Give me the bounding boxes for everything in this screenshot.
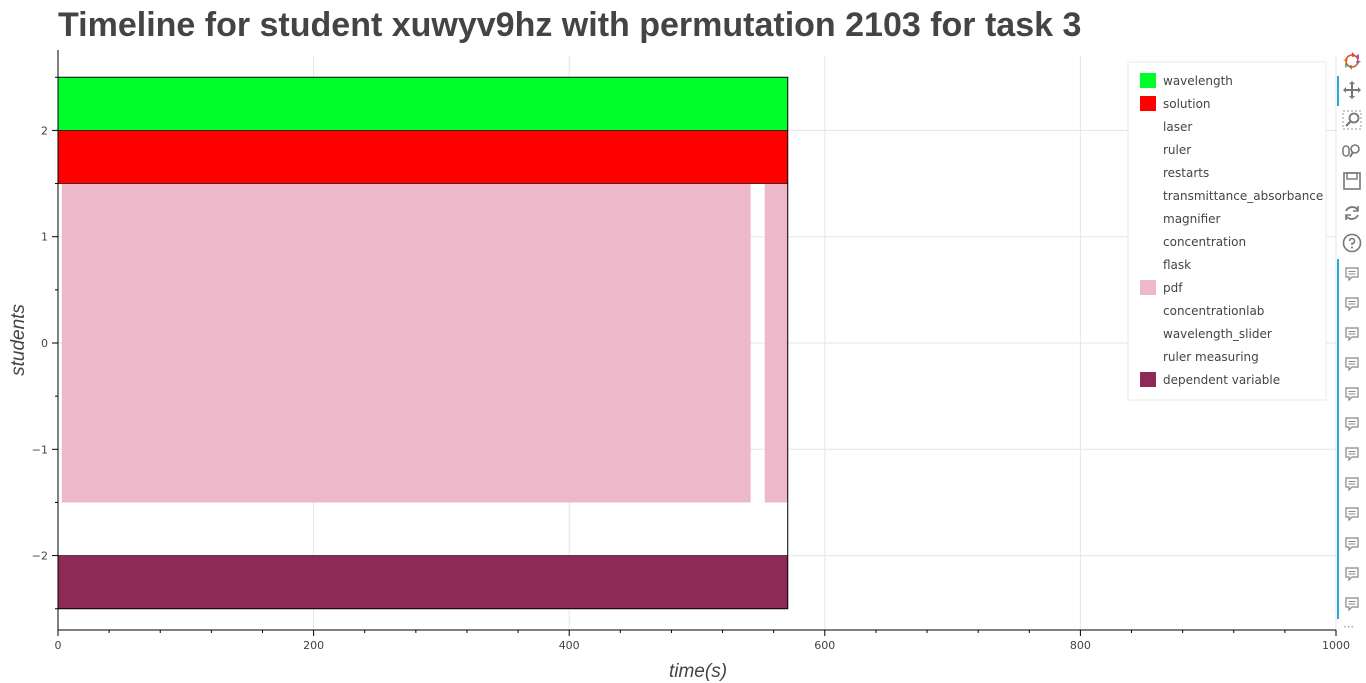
hover-tool-icon[interactable] bbox=[1343, 355, 1361, 373]
y-tick-label: 0 bbox=[41, 337, 48, 350]
legend-item[interactable]: transmittance_absorbance bbox=[1163, 189, 1323, 203]
legend-item[interactable]: wavelength_slider bbox=[1163, 327, 1272, 341]
pan-icon[interactable] bbox=[1341, 79, 1363, 101]
y-tick-label: 2 bbox=[41, 124, 48, 137]
x-tick-label: 200 bbox=[303, 639, 324, 652]
legend-item[interactable]: concentration bbox=[1163, 235, 1246, 249]
legend-swatch bbox=[1140, 165, 1156, 180]
legend-item[interactable]: flask bbox=[1163, 258, 1191, 272]
bar-pdf bbox=[61, 183, 751, 503]
hover-tool-icon[interactable] bbox=[1343, 535, 1361, 553]
save-icon[interactable] bbox=[1341, 170, 1363, 192]
legend-box bbox=[1127, 61, 1327, 401]
bar-solution bbox=[58, 130, 788, 184]
legend-swatch bbox=[1140, 211, 1156, 226]
legend-swatch bbox=[1140, 188, 1156, 203]
legend-swatch bbox=[1140, 349, 1156, 364]
active-tool-indicator bbox=[1337, 76, 1339, 106]
toolbar: ⋯ bbox=[1337, 48, 1366, 638]
legend-item[interactable]: ruler bbox=[1163, 143, 1191, 157]
legend-item[interactable]: pdf bbox=[1163, 281, 1183, 295]
legend-swatch bbox=[1140, 326, 1156, 341]
legend-swatch bbox=[1140, 96, 1156, 111]
reset-icon[interactable] bbox=[1341, 202, 1363, 224]
x-tick-label: 1000 bbox=[1322, 639, 1350, 652]
y-tick-label: −2 bbox=[32, 550, 48, 563]
hover-tool-icon[interactable] bbox=[1343, 265, 1361, 283]
active-tool-indicator bbox=[1337, 259, 1339, 619]
legend-swatch bbox=[1140, 372, 1156, 387]
axes: 0 200 400 600 800 1000 −2 −1 0 1 2 bbox=[32, 50, 1350, 652]
y-tick-label: −1 bbox=[32, 443, 48, 456]
x-tick-label: 0 bbox=[55, 639, 62, 652]
legend-swatch bbox=[1140, 73, 1156, 88]
bars bbox=[57, 76, 789, 610]
legend-item[interactable]: concentrationlab bbox=[1163, 304, 1264, 318]
x-tick-label: 800 bbox=[1070, 639, 1091, 652]
more-tools-icon[interactable]: ⋯ bbox=[1343, 620, 1354, 633]
legend-item[interactable]: restarts bbox=[1163, 166, 1209, 180]
box-zoom-icon[interactable] bbox=[1341, 109, 1363, 131]
hover-tool-icon[interactable] bbox=[1343, 445, 1361, 463]
bokeh-logo-icon[interactable] bbox=[1341, 50, 1363, 72]
legend-item[interactable]: solution bbox=[1163, 97, 1211, 111]
legend-swatch bbox=[1140, 257, 1156, 272]
legend-item[interactable]: wavelength bbox=[1163, 74, 1233, 88]
hover-tool-icon[interactable] bbox=[1343, 415, 1361, 433]
hover-tool-icon[interactable] bbox=[1343, 565, 1361, 583]
legend-swatch bbox=[1140, 280, 1156, 295]
legend-swatch bbox=[1140, 119, 1156, 134]
legend-swatch bbox=[1140, 142, 1156, 157]
hover-tool-icon[interactable] bbox=[1343, 385, 1361, 403]
y-tick-label: 1 bbox=[41, 231, 48, 244]
legend-swatch bbox=[1140, 303, 1156, 318]
hover-tool-icon[interactable] bbox=[1343, 595, 1361, 613]
legend-item[interactable]: dependent variable bbox=[1163, 373, 1280, 387]
x-tick-label: 400 bbox=[559, 639, 580, 652]
hover-tool-icon[interactable] bbox=[1343, 505, 1361, 523]
x-tick-label: 600 bbox=[814, 639, 835, 652]
legend: wavelength solution laser ruler restarts tran… bbox=[1127, 61, 1327, 401]
chart-title: Timeline for student xuwyv9hz with permu… bbox=[58, 6, 1082, 44]
bar-pdf bbox=[764, 183, 788, 503]
y-axis-label: students bbox=[8, 304, 29, 376]
help-icon[interactable] bbox=[1341, 232, 1363, 254]
bar-dependent-variable bbox=[58, 555, 788, 609]
x-axis-label: time(s) bbox=[669, 661, 727, 682]
hover-tool-icon[interactable] bbox=[1343, 475, 1361, 493]
bar-wavelength bbox=[58, 77, 788, 131]
hover-tool-icon[interactable] bbox=[1343, 325, 1361, 343]
legend-item[interactable]: laser bbox=[1163, 120, 1192, 134]
legend-item[interactable]: magnifier bbox=[1163, 212, 1221, 226]
wheel-zoom-icon[interactable] bbox=[1341, 140, 1363, 162]
hover-tool-icon[interactable] bbox=[1343, 295, 1361, 313]
legend-swatch bbox=[1140, 234, 1156, 249]
legend-item[interactable]: ruler measuring bbox=[1163, 350, 1259, 364]
